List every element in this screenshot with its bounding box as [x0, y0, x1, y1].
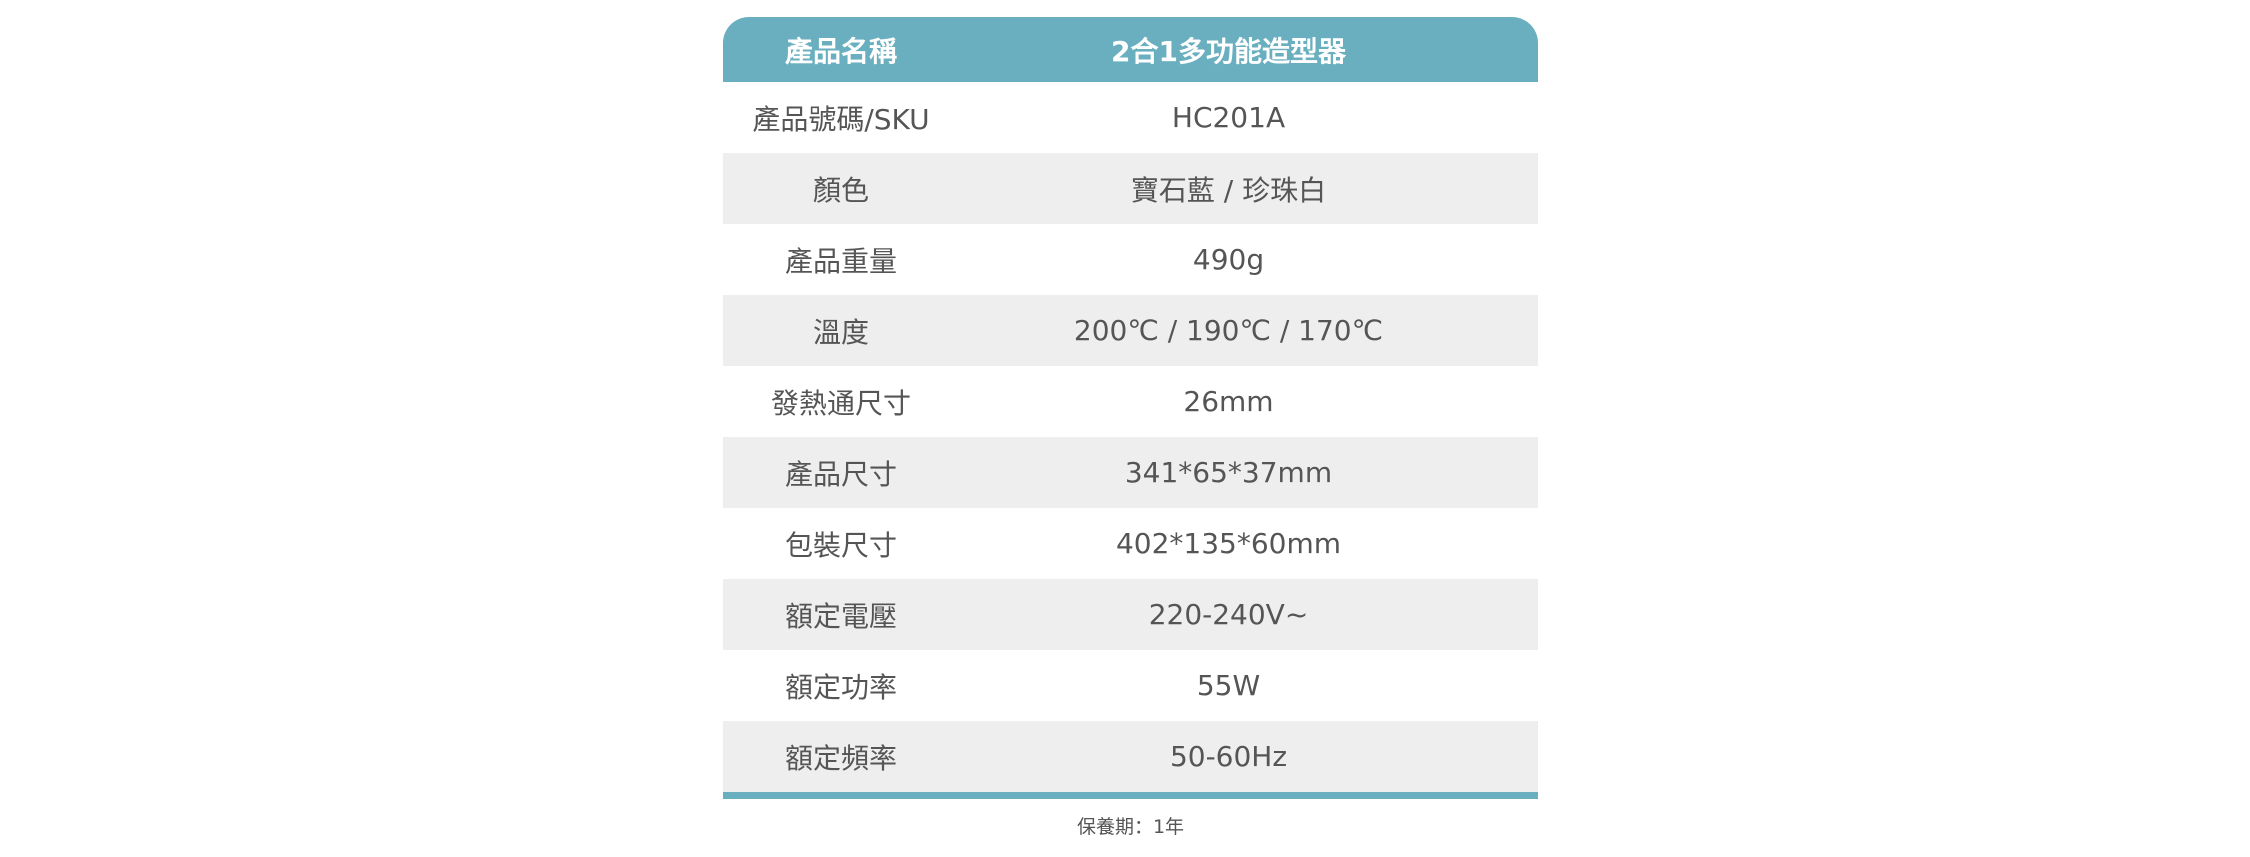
- table-row: 額定功率 55W: [723, 650, 1538, 721]
- row-label: 額定電壓: [784, 599, 897, 633]
- spec-table-header: 產品名稱 2合1多功能造型器: [723, 17, 1538, 82]
- warranty-note: 保養期：1年: [1076, 816, 1185, 838]
- row-value: 寶石藍 / 珍珠白: [1130, 173, 1327, 207]
- table-row: 額定頻率 50-60Hz: [723, 721, 1538, 792]
- table-row: 包裝尺寸 402*135*60mm: [723, 508, 1538, 579]
- table-row: 產品尺寸 341*65*37mm: [723, 437, 1538, 508]
- row-label: 額定頻率: [784, 741, 897, 775]
- row-value: 490g: [1192, 243, 1265, 276]
- spec-table: 產品名稱 2合1多功能造型器 產品號碼/SKU HC201A 顏色 寶石藍 / 珍珠白…: [723, 17, 1538, 799]
- table-bottom-bar: [723, 792, 1538, 799]
- header-label: 產品名稱: [784, 34, 897, 68]
- row-label: 發熱通尺寸: [770, 386, 911, 420]
- row-label: 產品號碼/SKU: [752, 102, 930, 136]
- row-label: 包裝尺寸: [784, 528, 897, 562]
- table-row: 產品號碼/SKU HC201A: [723, 82, 1538, 153]
- row-label: 顏色: [812, 173, 869, 207]
- row-label: 產品重量: [784, 244, 897, 278]
- row-label: 產品尺寸: [784, 457, 897, 491]
- row-label: 額定功率: [784, 670, 897, 704]
- header-value: 2合1多功能造型器: [1111, 34, 1346, 68]
- table-row: 額定電壓 220-240V~: [723, 579, 1538, 650]
- row-value: HC201A: [1171, 101, 1286, 134]
- row-value: 26mm: [1183, 385, 1274, 418]
- table-row: 顏色 寶石藍 / 珍珠白: [723, 153, 1538, 224]
- row-value: 50-60Hz: [1169, 740, 1288, 773]
- table-row: 產品重量 490g: [723, 224, 1538, 295]
- row-value: 341*65*37mm: [1124, 456, 1333, 489]
- row-value: 55W: [1196, 669, 1261, 702]
- row-value: 200℃ / 190℃ / 170℃: [1073, 314, 1384, 347]
- row-value: 402*135*60mm: [1115, 527, 1342, 560]
- row-label: 溫度: [812, 315, 869, 349]
- table-row: 溫度 200℃ / 190℃ / 170℃: [723, 295, 1538, 366]
- table-row: 發熱通尺寸 26mm: [723, 366, 1538, 437]
- row-value: 220-240V~: [1148, 598, 1309, 631]
